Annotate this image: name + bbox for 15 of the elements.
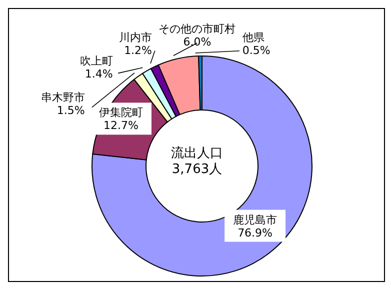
- data-label: 1.4%: [84, 67, 113, 80]
- slice-label: 伊集院町: [98, 106, 143, 119]
- slice-label: 吹上町: [80, 54, 113, 68]
- data-label: 1.5%: [56, 104, 85, 117]
- slice-label: 他県: [242, 30, 264, 44]
- data-label: 12.7%: [104, 118, 138, 132]
- data-label: 76.9%: [238, 226, 273, 239]
- data-label: 0.5%: [242, 43, 270, 56]
- slice-label: その他の市町村: [158, 22, 236, 35]
- slice-label: 串木野市: [40, 90, 85, 104]
- slice-label: 川内市: [119, 30, 152, 44]
- data-label: 6.0%: [183, 35, 212, 48]
- slice-label: 鹿児島市: [233, 212, 278, 226]
- text: 流出人口 3,763人: [171, 144, 223, 176]
- data-label: 1.2%: [124, 43, 152, 56]
